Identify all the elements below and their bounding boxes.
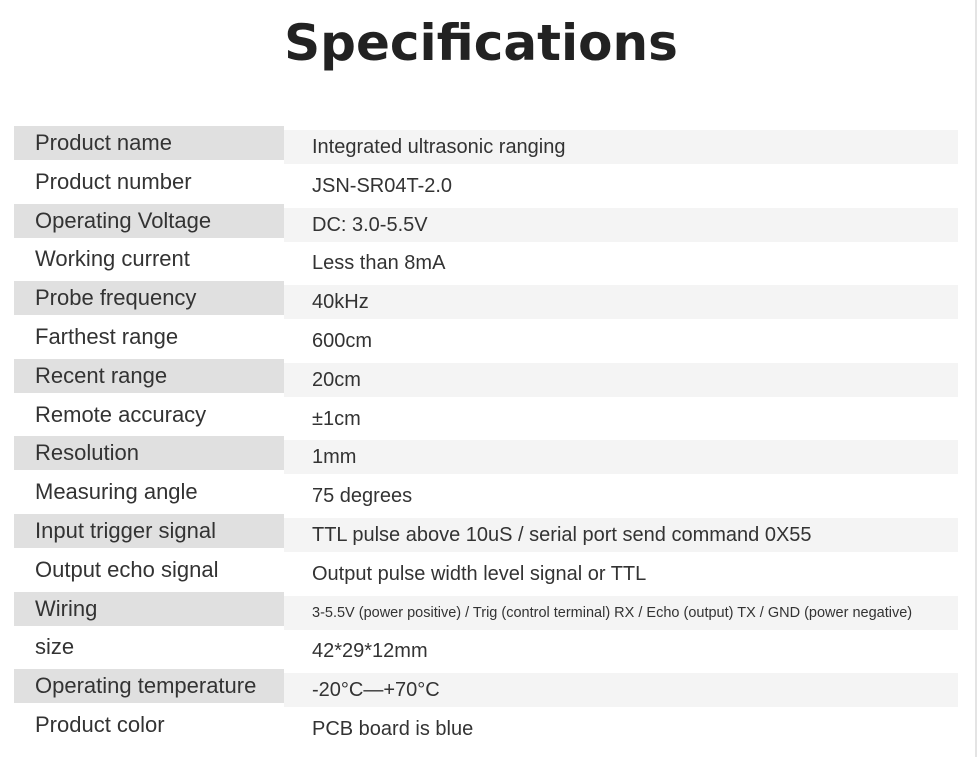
spec-row: Resolution 1mm <box>14 436 958 475</box>
spec-value: PCB board is blue <box>312 717 474 740</box>
spec-row: size 42*29*12mm <box>14 630 958 669</box>
spec-row: Product name Integrated ultrasonic rangin… <box>14 126 958 165</box>
spec-value: Output pulse width level signal or TTL <box>312 562 647 585</box>
spec-value: 42*29*12mm <box>312 640 428 663</box>
spec-value: 75 degrees <box>312 485 413 508</box>
specifications-table: Product name Integrated ultrasonic rangin… <box>14 126 958 747</box>
spec-value: DC: 3.0-5.5V <box>284 207 958 242</box>
spec-row: Product number JSN-SR04T-2.0 <box>14 165 958 204</box>
spec-row: Recent range 20cm <box>14 358 958 398</box>
spec-label: Output echo signal <box>35 556 219 582</box>
spec-value: 40kHz <box>284 285 958 320</box>
spec-row: Measuring angle 75 degrees <box>14 475 958 514</box>
spec-value: ±1cm <box>312 407 361 430</box>
spec-label: size <box>35 634 75 660</box>
spec-row: Operating Voltage DC: 3.0-5.5V <box>14 203 958 243</box>
spec-value: Less than 8mA <box>312 252 446 275</box>
spec-row: Wiring 3-5.5V (power positive) / Trig (co… <box>14 591 958 631</box>
spec-value: JSN-SR04T-2.0 <box>312 174 453 197</box>
spec-label: Product number <box>35 168 192 194</box>
spec-value: 600cm <box>312 329 373 352</box>
spec-label: Product name <box>14 126 284 160</box>
spec-value: 1mm <box>284 440 958 475</box>
spec-value: 20cm <box>284 362 958 397</box>
spec-row: Probe frequency 40kHz <box>14 281 958 320</box>
spec-row: Product color PCB board is blue <box>14 708 958 747</box>
page-title: Specifications <box>284 14 678 72</box>
spec-row: Working current Less than 8mA <box>14 242 958 281</box>
spec-label: Resolution <box>14 436 284 471</box>
spec-row: Remote accuracy ±1cm <box>14 398 958 437</box>
spec-value: TTL pulse above 10uS / serial port send … <box>284 517 958 552</box>
spec-label: Wiring <box>14 591 284 626</box>
spec-label: Farthest range <box>35 323 179 349</box>
spec-label: Working current <box>35 246 190 272</box>
spec-label: Recent range <box>14 358 284 393</box>
spec-label: Input trigger signal <box>14 513 284 548</box>
spec-value: 3-5.5V (power positive) / Trig (control … <box>284 595 958 630</box>
spec-row: Input trigger signal TTL pulse above 10uS… <box>14 513 958 553</box>
spec-row: Operating temperature -20°C—+70°C <box>14 669 958 708</box>
spec-label: Remote accuracy <box>35 401 207 427</box>
spec-label: Operating temperature <box>14 669 284 704</box>
spec-value: -20°C—+70°C <box>284 673 958 708</box>
spec-row: Farthest range 600cm <box>14 320 958 359</box>
page-edge-divider <box>975 0 977 757</box>
spec-row: Output echo signal Output pulse width lev… <box>14 553 958 592</box>
spec-label: Probe frequency <box>14 281 284 316</box>
spec-label: Measuring angle <box>35 479 198 505</box>
spec-value: Integrated ultrasonic ranging <box>284 130 958 164</box>
spec-label: Product color <box>35 711 165 737</box>
spec-label: Operating Voltage <box>14 203 284 238</box>
